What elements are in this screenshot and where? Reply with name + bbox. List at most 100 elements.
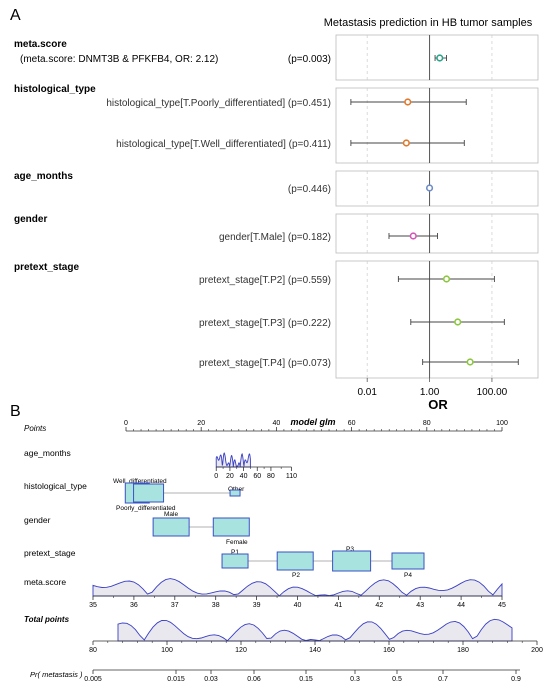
points-tick-label: 80 — [423, 420, 431, 427]
forest-tick-label: 1.00 — [420, 387, 440, 398]
pr-tick-label: 0.005 — [84, 676, 102, 683]
total-tick-label: 120 — [235, 647, 247, 654]
total-tick-label: 160 — [383, 647, 395, 654]
label-p2: P2 — [292, 572, 300, 579]
meta-tick-label: 44 — [457, 602, 465, 609]
panel-a-letter: A — [10, 7, 21, 24]
forest-row-pvalue: (p=0.003) — [288, 54, 331, 65]
points-tick-label: 40 — [273, 420, 281, 427]
forest-group-header: pretext_stage — [14, 262, 79, 273]
pr-tick-label: 0.15 — [299, 676, 313, 683]
forest-title: Metastasis prediction in HB tumor sample… — [324, 17, 533, 29]
row-label-total: Total points — [24, 615, 70, 624]
label-p4: P4 — [404, 572, 412, 579]
pr-tick-label: 0.3 — [350, 676, 360, 683]
stage-box-p2 — [276, 551, 314, 571]
meta-tick-label: 40 — [294, 602, 302, 609]
meta-tick-label: 35 — [89, 602, 97, 609]
meta-tick-label: 41 — [335, 602, 343, 609]
row-label-pr: Pr( metastasis ) — [30, 670, 83, 679]
age-tick-label: 20 — [226, 473, 234, 480]
forest-plot: 0.01 1.00 100.00 meta.score (meta.score: DNM… — [14, 34, 539, 398]
forest-row-label: histological_type[T.Poorly_differentiate… — [106, 98, 331, 109]
forest-row-label: gender[T.Male] (p=0.182) — [219, 232, 331, 243]
meta-density — [92, 578, 503, 597]
forest-xlabel: OR — [428, 397, 448, 412]
histo-box-other — [229, 489, 241, 497]
label-female: Female — [226, 539, 248, 546]
pr-tick-label: 0.5 — [392, 676, 402, 683]
label-p1: P1 — [231, 549, 239, 556]
points-tick-label: 20 — [197, 420, 205, 427]
points-tick-label: 0 — [124, 420, 128, 427]
pr-tick-label: 0.7 — [438, 676, 448, 683]
meta-tick-label: 36 — [130, 602, 138, 609]
forest-group-header: gender — [14, 214, 47, 225]
row-label-histo: histological_type — [24, 481, 87, 491]
panel-b-letter: B — [10, 403, 21, 420]
forest-row-label: pretext_stage[T.P3] (p=0.222) — [199, 318, 331, 329]
forest-group-header: meta.score — [14, 39, 67, 50]
pr-tick-label: 0.03 — [204, 676, 218, 683]
pr-tick-label: 0.06 — [247, 676, 261, 683]
stage-box-p3 — [332, 550, 372, 572]
gender-box-female — [212, 517, 250, 537]
total-tick-label: 180 — [457, 647, 469, 654]
label-well: Well_differentiated — [113, 478, 167, 485]
forest-group-box — [335, 170, 539, 207]
total-tick-label: 80 — [89, 647, 97, 654]
nomogram-title: model glm — [290, 417, 335, 427]
row-label-stage: pretext_stage — [24, 548, 76, 558]
forest-group-header: age_months — [14, 171, 73, 182]
forest-group-box — [335, 87, 539, 164]
forest-point — [404, 98, 412, 106]
stage-box-p1 — [221, 553, 249, 569]
label-p3: P3 — [346, 546, 354, 553]
forest-point — [425, 184, 434, 192]
forest-row-label: (meta.score: DNMT3B & PFKFB4, OR: 2.12) — [20, 54, 218, 65]
points-tick-label: 100 — [496, 420, 508, 427]
age-tick-label: 80 — [267, 473, 275, 480]
row-label-points: Points — [24, 424, 46, 433]
forest-tick-label: 0.01 — [357, 387, 377, 398]
age-density — [215, 452, 251, 468]
forest-row-label: pretext_stage[T.P4] (p=0.073) — [199, 358, 331, 369]
pr-tick-label: 0.9 — [511, 676, 521, 683]
meta-tick-label: 42 — [375, 602, 383, 609]
forest-point — [442, 275, 451, 283]
total-tick-label: 140 — [309, 647, 321, 654]
stage-box-p4 — [391, 552, 425, 570]
histo-box-well — [133, 483, 165, 503]
forest-point — [454, 318, 462, 326]
forest-row-label: pretext_stage[T.P2] (p=0.559) — [199, 275, 331, 286]
forest-tick-label: 100.00 — [477, 387, 508, 398]
nomogram: 0 20 40 60 80 100 0 20 40 60 80 110 35 36 37 38 39 40 41 42… — [84, 420, 543, 683]
total-tick-label: 200 — [531, 647, 543, 654]
forest-point — [436, 54, 444, 62]
points-tick-label: 60 — [348, 420, 356, 427]
meta-tick-label: 37 — [171, 602, 179, 609]
total-tick-label: 100 — [161, 647, 173, 654]
forest-point — [466, 358, 474, 366]
meta-tick-label: 38 — [212, 602, 220, 609]
label-male: Male — [164, 511, 178, 518]
forest-point — [402, 139, 410, 147]
label-poorly: Poorly_differentiated — [116, 505, 176, 512]
meta-tick-label: 39 — [253, 602, 261, 609]
gender-box-male — [152, 517, 190, 537]
row-label-gender: gender — [24, 515, 51, 525]
forest-row-label: (p=0.446) — [288, 184, 331, 195]
meta-tick-label: 43 — [416, 602, 424, 609]
age-tick-label: 60 — [253, 473, 261, 480]
row-label-age: age_months — [24, 448, 71, 458]
age-tick-label: 40 — [240, 473, 248, 480]
pr-tick-label: 0.015 — [167, 676, 185, 683]
forest-point — [409, 232, 417, 240]
forest-group-box — [335, 213, 539, 254]
age-tick-label: 0 — [214, 473, 218, 480]
forest-group-header: histological_type — [14, 84, 96, 95]
age-tick-label: 110 — [286, 473, 297, 480]
meta-tick-label: 45 — [498, 602, 506, 609]
total-density — [117, 618, 513, 642]
